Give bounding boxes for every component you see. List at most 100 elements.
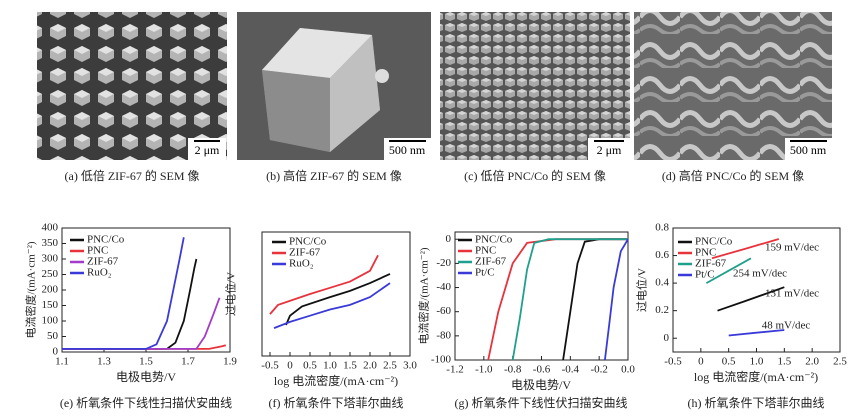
x-axis-label: 电极电势/V: [511, 378, 571, 392]
x-tick-label: 1.5: [777, 356, 791, 368]
x-tick-label: 1.0: [323, 360, 337, 372]
line: [511, 238, 628, 361]
y-tick-label: 200: [42, 284, 59, 296]
line: [62, 237, 185, 350]
x-tick-label: 2.5: [383, 360, 397, 372]
legend-label: RuO₂: [87, 267, 112, 279]
x-axis-label: log 电流密度/(mA·cm⁻²): [694, 369, 818, 384]
y-axis-label: 电流密度/(mA·cm⁻²): [24, 241, 38, 338]
x-tick-label: -0.5: [261, 360, 279, 372]
x-tick-label: -0.4: [562, 364, 580, 376]
x-axis-label: 电极电势/V: [116, 370, 176, 384]
scale-bar: 2 μm: [597, 143, 622, 157]
annotation: 48 mV/dec: [762, 320, 811, 332]
y-axis-label: 过电位/V: [635, 268, 649, 312]
sem-image: 500 nm: [634, 12, 832, 160]
legend-label: ZIF-67: [87, 256, 119, 268]
legend-label: PNC/Co: [289, 236, 327, 248]
caption: (b) 高倍 ZIF-67 的 SEM 像: [266, 168, 402, 183]
x-tick-label: 0: [287, 360, 293, 372]
legend-label: PNC: [475, 245, 496, 257]
legend-label: PNC/Co: [87, 234, 125, 246]
line: [705, 257, 752, 284]
y-axis-label: 电流密度/(mA·cm⁻²): [417, 247, 431, 344]
line: [269, 254, 379, 315]
y-tick-label: 0.4: [655, 277, 669, 289]
legend-label: PNC: [87, 245, 108, 257]
x-tick-label: 3.0: [403, 360, 417, 372]
y-tick-label: 0.2: [655, 304, 669, 316]
y-tick-label: 0: [446, 233, 452, 245]
y-tick-label: 300: [42, 253, 59, 265]
x-tick-label: 1.0: [750, 356, 764, 368]
x-tick-label: -0.8: [504, 364, 522, 376]
caption: (h) 析氧条件下塔菲尔曲线: [688, 395, 825, 410]
x-tick-label: 0.0: [621, 364, 635, 376]
caption: (e) 析氧条件下线性扫描伏安曲线: [60, 395, 232, 410]
scale-bar: 500 nm: [790, 143, 827, 157]
y-tick-label: -20: [436, 257, 451, 269]
line: [711, 238, 780, 260]
line: [285, 273, 391, 326]
line: [728, 329, 785, 337]
legend-label: PNC/Co: [475, 234, 513, 246]
legend-label: PNC/Co: [695, 236, 733, 248]
line: [717, 286, 785, 312]
y-tick-label: 250: [42, 268, 59, 280]
y-tick-label: 150: [42, 299, 59, 311]
plot-frame: [261, 231, 411, 357]
legend-label: ZIF-67: [289, 247, 321, 259]
y-tick-label: 0.6: [655, 249, 669, 261]
x-tick-label: 0.5: [303, 360, 317, 372]
legend-label: ZIF-67: [475, 256, 507, 268]
x-tick-label: 1.7: [181, 356, 195, 368]
annotation: 131 mV/dec: [765, 288, 819, 300]
x-axis-label: log 电流密度/(mA·cm⁻²): [274, 373, 398, 388]
x-tick-label: 2.5: [833, 356, 847, 368]
x-tick-label: -0.5: [664, 356, 682, 368]
line: [604, 238, 629, 361]
x-tick-label: 1.1: [55, 356, 69, 368]
x-tick-label: 1.5: [343, 360, 357, 372]
y-tick-label: -40: [436, 281, 451, 293]
x-tick-label: -0.2: [590, 364, 607, 376]
x-tick-label: 2.0: [363, 360, 377, 372]
annotation: 159 mV/dec: [765, 242, 819, 254]
scale-bar: 2 μm: [195, 143, 220, 157]
y-tick-label: 350: [42, 237, 59, 249]
y-tick-label: 100: [42, 315, 59, 327]
y-axis-label: 过电位/V: [224, 272, 238, 316]
y-tick-label: -100: [431, 354, 452, 366]
sem-image: 2 μm: [37, 12, 227, 160]
sem-image: 500 nm: [237, 12, 431, 160]
x-tick-label: 1.5: [139, 356, 153, 368]
y-tick-label: -60: [436, 305, 451, 317]
legend-label: RuO₂: [289, 258, 314, 270]
legend-label: PNC: [695, 247, 716, 259]
caption: (c) 低倍 PNC/Co 的 SEM 像: [464, 168, 606, 183]
annotation: 254 mV/dec: [733, 268, 787, 280]
y-tick-label: 0: [53, 346, 59, 358]
caption: (f) 析氧条件下塔菲尔曲线: [269, 395, 404, 410]
y-tick-label: 0.8: [655, 222, 669, 234]
line: [562, 238, 628, 361]
x-tick-label: -1.2: [446, 364, 463, 376]
legend-label: Pt/C: [475, 267, 495, 279]
x-tick-label: -1.0: [475, 364, 493, 376]
legend-label: Pt/C: [695, 269, 715, 281]
caption: (g) 析氧条件下线性伏扫描安曲线: [455, 395, 628, 410]
line: [273, 282, 391, 329]
x-tick-label: 2.0: [805, 356, 819, 368]
y-tick-label: -80: [436, 329, 451, 341]
x-tick-label: 0.5: [722, 356, 736, 368]
line: [62, 297, 221, 350]
x-tick-label: -0.6: [533, 364, 551, 376]
legend-label: ZIF-67: [695, 258, 727, 270]
y-tick-label: 0: [664, 332, 670, 344]
x-tick-label: 1.3: [97, 356, 111, 368]
x-tick-label: 1.9: [223, 356, 237, 368]
x-tick-label: 0: [698, 356, 704, 368]
sem-image: 2 μm: [440, 12, 630, 160]
scale-bar: 500 nm: [389, 143, 426, 157]
